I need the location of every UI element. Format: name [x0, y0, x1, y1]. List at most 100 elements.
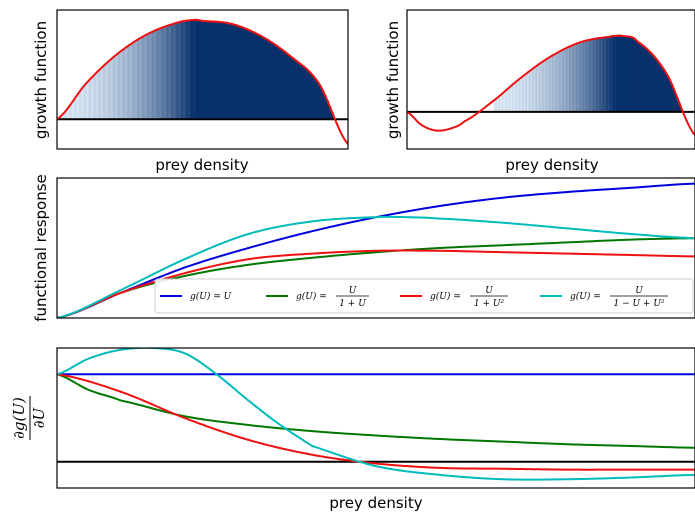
fill-strip [192, 19, 196, 120]
fill-strip [671, 85, 674, 112]
fill-strip [582, 41, 585, 112]
fill-strip [158, 28, 162, 120]
series-line-1 [57, 18, 348, 145]
fill-strip [294, 60, 298, 120]
y-axis-label-right: growth function [384, 21, 402, 139]
fill-strip [243, 28, 247, 120]
fill-strip [175, 22, 179, 120]
fill-strip [495, 98, 498, 112]
fill-strip [231, 24, 235, 120]
fill-strip [297, 62, 300, 120]
fill-strip [642, 46, 645, 112]
fill-strip [641, 44, 644, 112]
legend-numerator-3: U [485, 286, 493, 296]
fill-strip [594, 38, 597, 112]
axes-frame-middle [56, 177, 695, 319]
x-axis-label-left: prey density [155, 156, 248, 174]
fill-strip [103, 65, 106, 120]
fill-strip [597, 38, 600, 112]
fill-strip [493, 100, 496, 112]
fill-strip [88, 79, 92, 120]
legend-denominator-3: 1 + U² [474, 299, 505, 309]
fill-strip [132, 42, 135, 120]
fill-strip [139, 37, 143, 120]
fill-strip [664, 72, 667, 112]
fill-strip [565, 47, 568, 112]
fill-strip [636, 41, 639, 112]
fill-strip [637, 42, 640, 112]
fill-strip [548, 57, 551, 112]
fill-strip [234, 24, 237, 120]
fill-strip [275, 45, 279, 120]
fill-strip [575, 43, 578, 112]
fill-strip [267, 40, 271, 120]
x-axis-label-right: prey density [505, 156, 598, 174]
fill-strip [185, 20, 189, 120]
fill-strip [555, 53, 558, 112]
fill-strip [619, 35, 622, 112]
fill-strip [542, 61, 545, 112]
legend-label-4: g(U) = [570, 291, 601, 302]
fill-strip [676, 97, 679, 112]
legend-numerator-2: U [349, 286, 357, 296]
legend-label-3: g(U) = [430, 291, 461, 302]
fill-strip [229, 23, 232, 120]
fill-strip [631, 37, 634, 112]
fill-strip [64, 111, 68, 120]
fill-strip [311, 75, 315, 120]
fill-strip [515, 81, 518, 112]
fill-strip [321, 89, 325, 120]
axes-frame-bottom [56, 347, 695, 489]
fill-strip [609, 36, 612, 112]
fill-strip [207, 21, 211, 120]
fill-strip [537, 64, 540, 112]
fill-strip [521, 76, 525, 112]
fill-strip [316, 81, 320, 120]
fill-strip [656, 60, 659, 112]
fill-strip [538, 63, 541, 112]
panel-derivative: prey density ∂g(U) ∂U [10, 347, 695, 512]
fill-strip [569, 46, 572, 112]
fill-strip [530, 69, 533, 112]
fill-strip [146, 33, 150, 120]
fill-strip [246, 29, 249, 120]
fill-strip [100, 67, 104, 120]
fill-strip [314, 78, 317, 120]
fill-strip [183, 20, 186, 120]
fill-strip [595, 38, 598, 112]
fill-strip [328, 106, 332, 120]
fill-strip [599, 37, 602, 112]
fill-strip [535, 66, 538, 112]
fill-strip [122, 49, 126, 120]
series-line-1 [407, 34, 695, 136]
y-axis-label-bottom-denominator: ∂U [30, 406, 48, 428]
fill-strip [661, 66, 664, 112]
fill-strip [574, 44, 577, 112]
gradient-fill-right [493, 35, 684, 112]
fill-strip [180, 21, 184, 120]
panel-growth-left: prey density growth function [32, 9, 349, 174]
legend-box [154, 278, 694, 314]
fill-strip [95, 72, 99, 120]
fill-strip [510, 85, 513, 112]
fill-strip [66, 108, 70, 120]
fill-strip [587, 40, 590, 112]
fill-strip [260, 36, 264, 120]
fill-strip [129, 43, 133, 120]
fill-strip [270, 42, 274, 120]
fill-strip [107, 60, 111, 120]
fill-strip [570, 45, 573, 112]
gradient-fill-left [57, 19, 337, 120]
fill-strip [141, 36, 145, 120]
fill-strip [505, 90, 508, 112]
fill-strip [605, 37, 609, 112]
fill-strip [219, 22, 223, 120]
fill-strip [59, 116, 63, 120]
fill-strip [557, 52, 560, 112]
fill-strip [673, 89, 676, 112]
fill-strip [224, 22, 228, 120]
panel-growth-right: prey density growth function [384, 9, 695, 174]
fill-strip [659, 64, 662, 112]
fill-strip [627, 36, 630, 112]
fill-strip [120, 50, 123, 120]
